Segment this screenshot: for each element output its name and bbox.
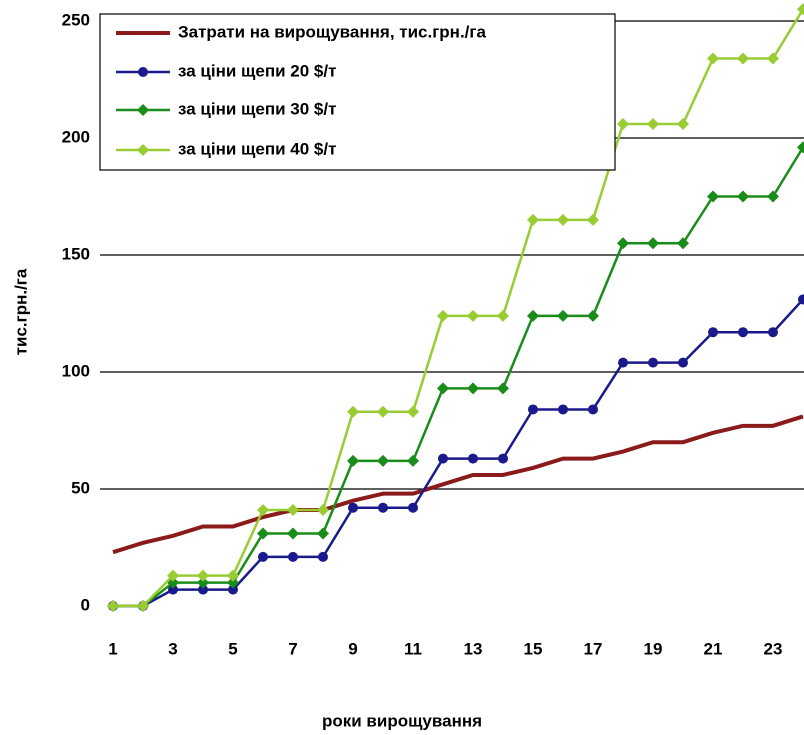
x-tick-label: 15 <box>524 639 543 658</box>
x-tick-label: 11 <box>404 639 422 658</box>
marker <box>617 237 629 250</box>
marker <box>527 309 539 322</box>
marker <box>348 502 358 513</box>
series-line <box>112 414 804 555</box>
marker <box>137 104 149 116</box>
marker <box>227 569 239 582</box>
marker <box>437 309 449 322</box>
x-tick-label: 13 <box>464 639 483 658</box>
marker <box>647 237 659 250</box>
y-tick-label: 100 <box>62 361 90 380</box>
x-tick-label: 1 <box>108 639 117 658</box>
marker <box>497 382 509 395</box>
marker <box>738 327 748 338</box>
marker <box>737 52 749 65</box>
marker <box>167 569 179 582</box>
marker <box>797 141 804 154</box>
marker <box>768 327 778 338</box>
marker <box>468 453 478 464</box>
marker <box>197 576 209 589</box>
marker <box>498 453 508 464</box>
marker <box>407 405 419 418</box>
marker <box>707 190 719 203</box>
marker <box>138 67 148 77</box>
marker <box>437 382 449 395</box>
marker <box>737 190 749 203</box>
x-tick-label: 7 <box>288 639 297 658</box>
marker <box>347 454 359 467</box>
marker <box>798 294 804 305</box>
marker <box>227 576 239 589</box>
marker <box>618 357 628 368</box>
x-tick-label: 19 <box>644 639 663 658</box>
marker <box>617 117 629 130</box>
marker <box>558 404 568 415</box>
marker <box>678 357 688 368</box>
marker <box>317 527 329 540</box>
legend-label: за ціни щепи 20 $/т <box>178 61 336 80</box>
legend-label: за ціни щепи 30 $/т <box>178 99 336 118</box>
marker <box>137 600 149 612</box>
marker <box>287 504 299 517</box>
marker <box>767 52 779 65</box>
y-axis-label: тис.грн./га <box>11 268 30 355</box>
x-axis-label: роки вирощування <box>322 711 482 730</box>
x-tick-label: 17 <box>584 639 603 658</box>
legend-label: Затрати на вирощування, тис.грн./га <box>178 22 486 41</box>
marker <box>107 600 119 612</box>
x-tick-label: 3 <box>168 639 177 658</box>
marker <box>647 117 659 130</box>
marker <box>137 144 149 156</box>
marker <box>467 382 479 395</box>
marker <box>197 569 209 582</box>
marker <box>168 584 178 595</box>
series-line <box>113 298 804 608</box>
marker <box>527 213 539 226</box>
marker <box>587 213 599 226</box>
marker <box>318 551 328 562</box>
legend-box <box>99 13 616 171</box>
series-line <box>113 146 804 608</box>
x-tick-label: 21 <box>704 639 723 658</box>
marker <box>587 309 599 322</box>
marker <box>257 527 269 540</box>
marker <box>557 213 569 226</box>
legend-label: за ціни щепи 40 $/т <box>178 139 336 158</box>
marker <box>767 190 779 203</box>
marker <box>377 405 389 418</box>
marker <box>198 584 208 595</box>
marker <box>378 502 388 513</box>
marker <box>377 454 389 467</box>
y-tick-label: 150 <box>62 244 90 263</box>
marker <box>557 309 569 322</box>
marker <box>347 405 359 418</box>
y-tick-label: 200 <box>62 127 90 146</box>
marker <box>497 309 509 322</box>
marker <box>258 551 268 562</box>
marker <box>677 237 689 250</box>
marker <box>797 3 804 16</box>
marker <box>287 527 299 540</box>
marker <box>408 502 418 513</box>
y-tick-label: 50 <box>71 478 90 497</box>
marker <box>707 52 719 65</box>
marker <box>228 584 238 595</box>
y-tick-label: 250 <box>62 10 90 29</box>
marker <box>677 117 689 130</box>
marker <box>288 551 298 562</box>
marker <box>528 404 538 415</box>
marker <box>438 453 448 464</box>
marker <box>467 309 479 322</box>
marker <box>588 404 598 415</box>
x-tick-label: 5 <box>228 639 237 658</box>
y-tick-label: 0 <box>81 595 90 614</box>
x-tick-label: 23 <box>764 639 783 658</box>
marker <box>317 504 329 517</box>
x-tick-label: 9 <box>348 639 357 658</box>
marker <box>407 454 419 467</box>
marker <box>257 504 269 517</box>
marker <box>708 327 718 338</box>
marker <box>648 357 658 368</box>
